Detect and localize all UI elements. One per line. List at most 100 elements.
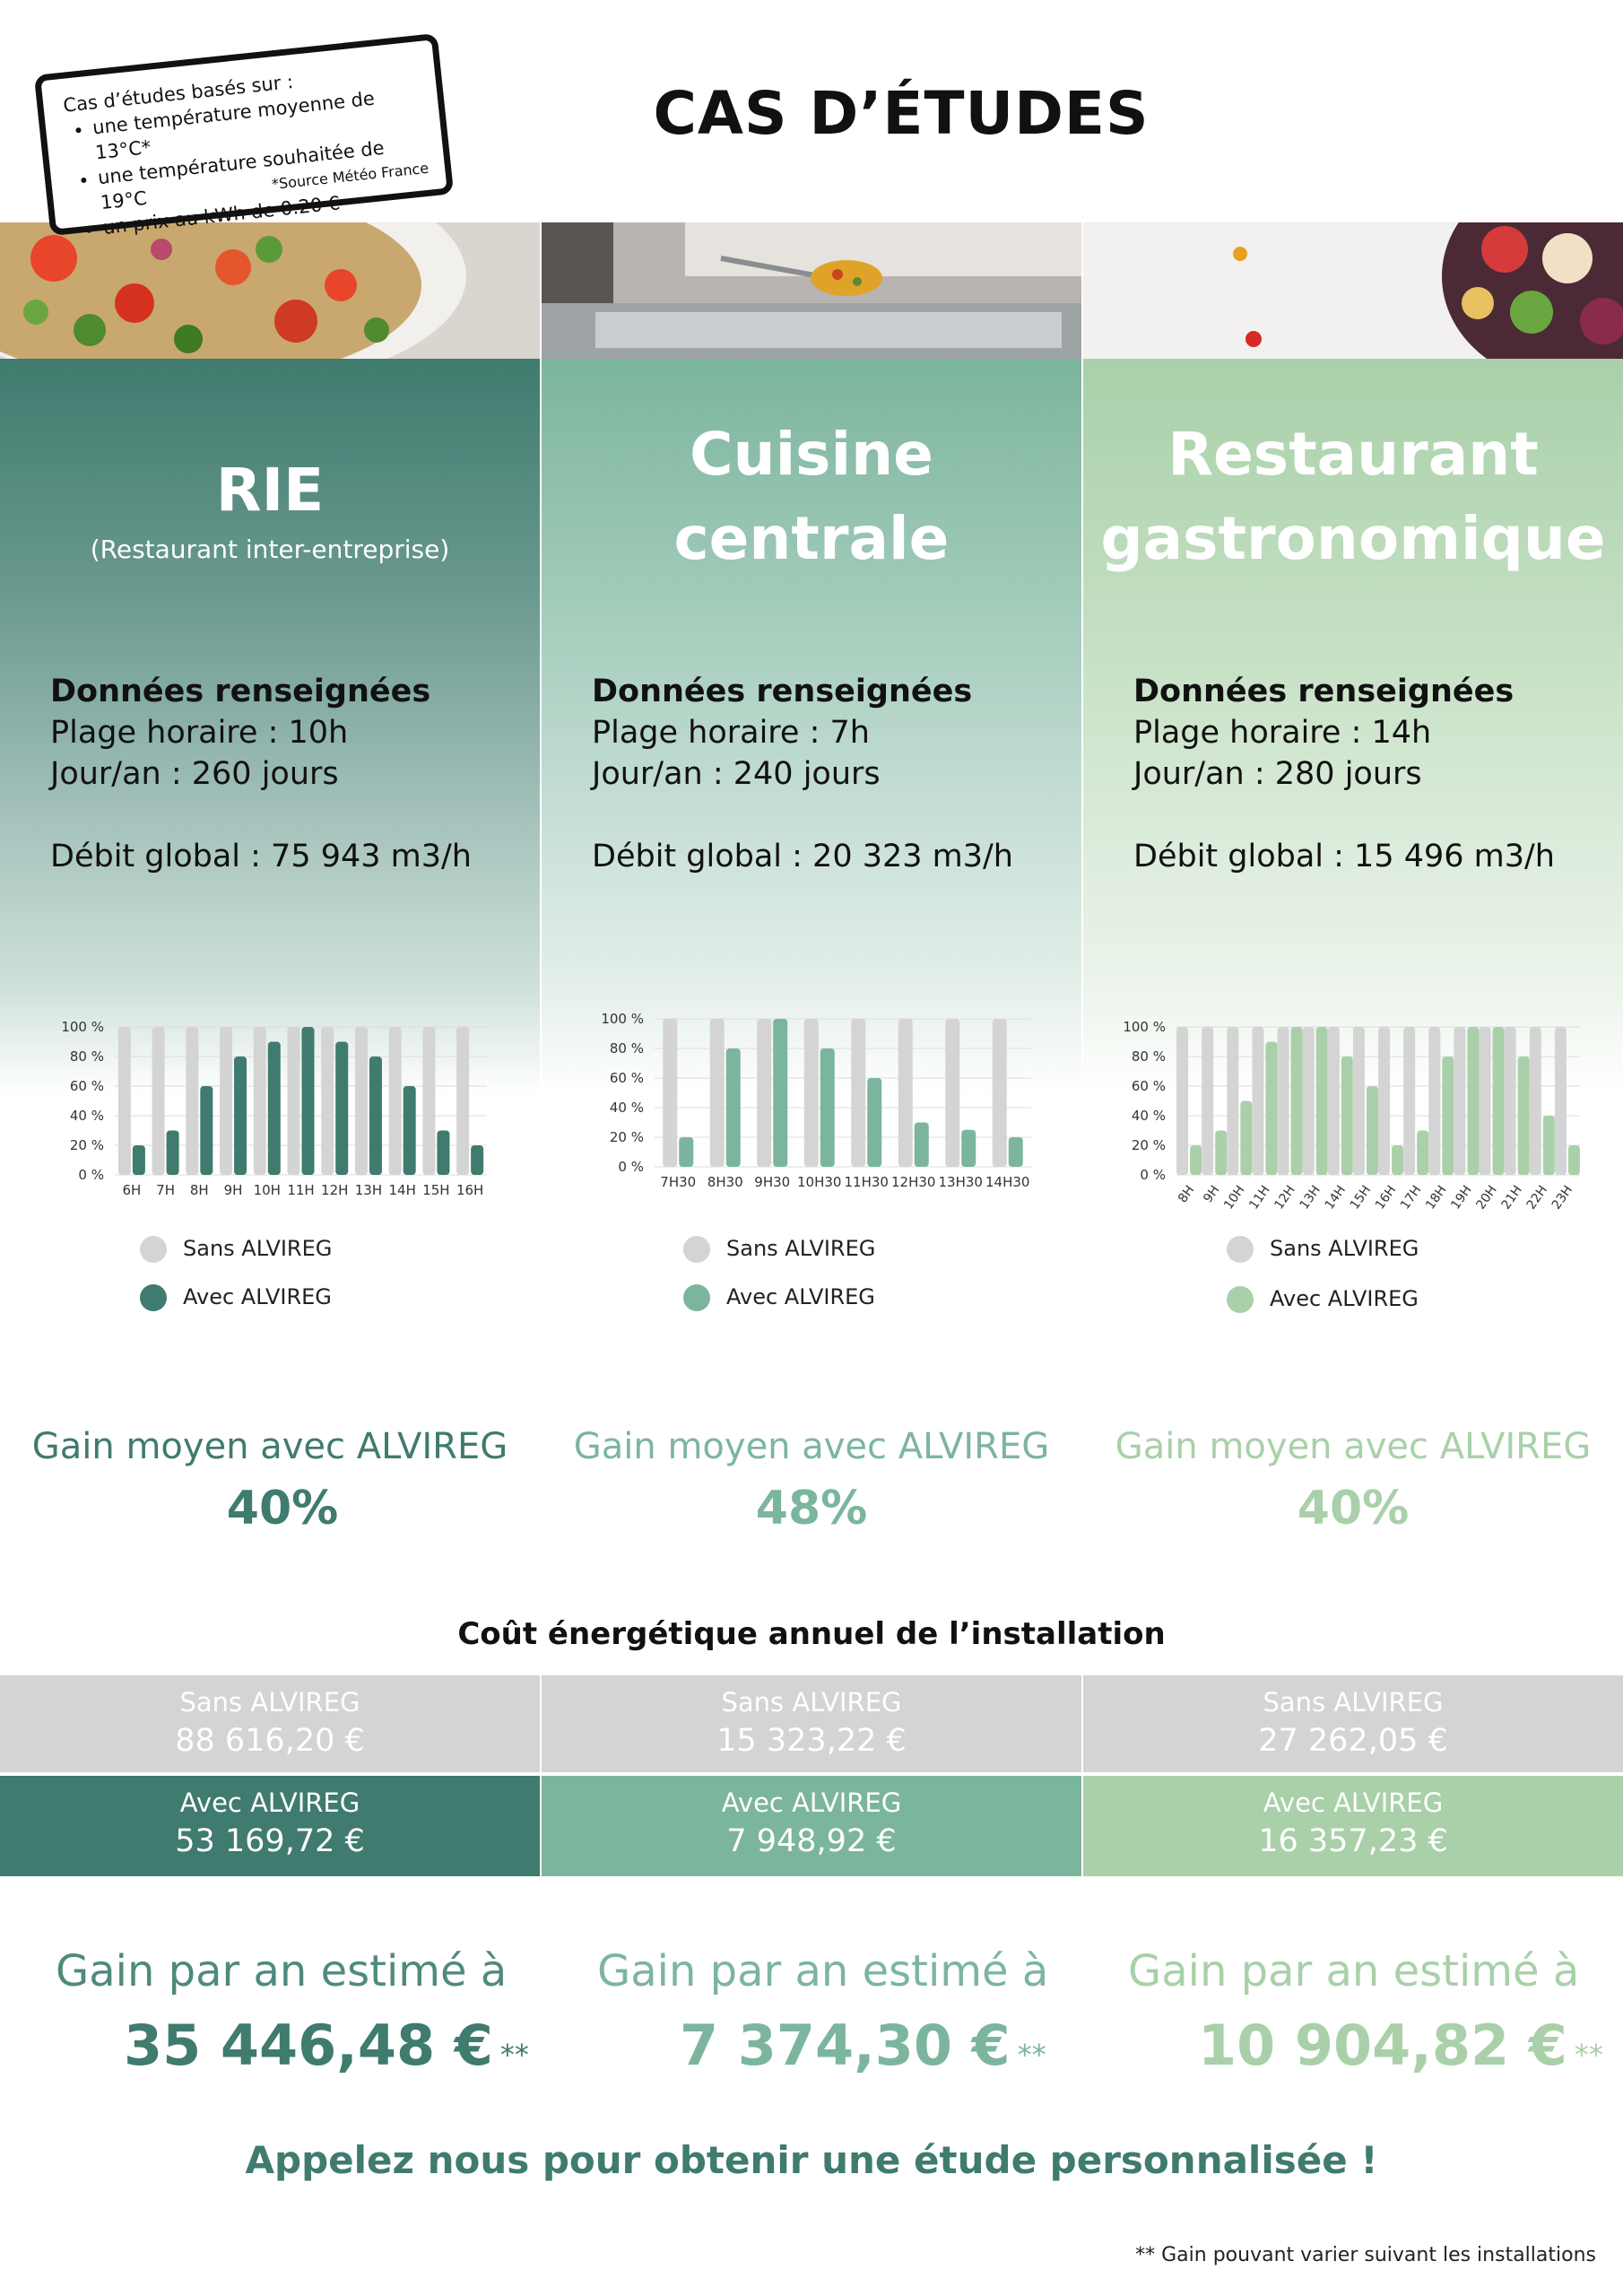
estimate-amount: 7 374,30 € <box>680 2013 1011 2078</box>
x-tick-label: 13H30 <box>939 1174 983 1190</box>
bar-sans <box>1176 1027 1189 1175</box>
cost-label: Avec ALVIREG <box>179 1787 360 1818</box>
y-tick-label: 40 % <box>610 1100 644 1116</box>
x-tick-label: 23H <box>1549 1183 1575 1212</box>
y-tick-label: 80 % <box>70 1048 104 1065</box>
y-tick-label: 60 % <box>70 1078 104 1094</box>
bar-sans <box>1504 1027 1516 1175</box>
bar-avec <box>1492 1027 1505 1175</box>
legend-label: Sans ALVIREG <box>726 1236 876 1261</box>
cost-avec-restaurant: Avec ALVIREG 16 357,23 € <box>1083 1776 1623 1876</box>
y-tick-label: 60 % <box>1132 1078 1166 1094</box>
bar-sans <box>1428 1027 1441 1175</box>
x-tick-label: 15H <box>422 1182 449 1198</box>
estimate-label: Gain par an estimé à <box>597 1946 1049 1996</box>
cost-value: 7 948,92 € <box>726 1823 897 1859</box>
x-tick-label: 9H <box>1201 1183 1222 1205</box>
estimate-label: Gain par an estimé à <box>56 1946 508 1996</box>
legend-label: Avec ALVIREG <box>1270 1286 1419 1311</box>
y-tick-label: 40 % <box>1132 1108 1166 1124</box>
jours-an: Jour/an : 280 jours <box>1133 756 1422 792</box>
x-tick-label: 10H30 <box>797 1174 841 1190</box>
bar-avec <box>961 1129 976 1167</box>
x-tick-label: 10H <box>1221 1183 1247 1212</box>
bar-avec <box>1215 1130 1228 1175</box>
column-title: Restaurant <box>1167 420 1539 489</box>
bar-sans <box>1554 1027 1567 1175</box>
x-tick-label: 16H <box>1373 1183 1399 1212</box>
y-tick-label: 100 % <box>61 1019 104 1035</box>
y-tick-label: 100 % <box>1123 1019 1166 1035</box>
bar-avec <box>301 1027 315 1175</box>
bar-avec <box>403 1086 416 1175</box>
cost-sans-cuisine: Sans ALVIREG 15 323,22 € <box>542 1675 1081 1772</box>
y-tick-label: 80 % <box>610 1040 644 1057</box>
x-tick-label: 19H <box>1448 1183 1474 1212</box>
legend-entry: Sans ALVIREG <box>1227 1236 1419 1263</box>
gain-label: Gain moyen avec ALVIREG <box>31 1426 508 1467</box>
estimate-amount: 10 904,82 € <box>1198 2013 1567 2078</box>
bar-sans <box>1202 1027 1214 1175</box>
bar-avec <box>471 1145 484 1175</box>
column-restaurant-gastronomique: Restaurant gastronomique Données renseig… <box>1083 359 1623 1659</box>
bar-sans <box>422 1027 436 1175</box>
cost-value: 16 357,23 € <box>1258 1823 1448 1859</box>
plage-horaire: Plage horaire : 10h <box>50 715 349 751</box>
data-heading: Données renseignées <box>592 674 973 709</box>
bar-sans <box>117 1027 131 1175</box>
legend-entry: Avec ALVIREG <box>1227 1286 1419 1313</box>
bar-sans <box>287 1027 300 1175</box>
column-rie: RIE (Restaurant inter-entreprise) Donnée… <box>0 359 540 1659</box>
gain-moyen-restaurant: Gain moyen avec ALVIREG 40% <box>1083 1426 1623 1552</box>
bar-avec <box>132 1145 145 1175</box>
cost-value: 27 262,05 € <box>1258 1723 1448 1759</box>
bar-sans <box>186 1027 199 1175</box>
column-title: Cuisine <box>690 420 933 489</box>
salad-photo <box>0 222 540 359</box>
x-tick-label: 13H <box>355 1182 382 1198</box>
bar-sans <box>945 1019 960 1167</box>
x-tick-label: 12H <box>1271 1183 1298 1212</box>
x-tick-label: 8H30 <box>707 1174 743 1190</box>
y-tick-label: 0 % <box>618 1159 644 1175</box>
legend-label: Sans ALVIREG <box>183 1236 333 1261</box>
legend-dot <box>140 1236 167 1263</box>
bar-sans <box>1479 1027 1491 1175</box>
legend-entry: Avec ALVIREG <box>140 1284 332 1311</box>
estimate-label: Gain par an estimé à <box>1128 1946 1580 1996</box>
column-cuisine-centrale: Cuisine centrale Données renseignées Pla… <box>542 359 1081 1659</box>
y-tick-label: 40 % <box>70 1108 104 1124</box>
legend-entry: Avec ALVIREG <box>683 1284 875 1311</box>
chart-cuisine-centrale: 0 % 20 % 40 % 60 % 80 % 100 % 7H30 8H30 9H30 10H3… <box>601 1011 1031 1190</box>
bar-sans <box>388 1027 402 1175</box>
bar-sans <box>253 1027 266 1175</box>
bar-avec <box>1366 1086 1378 1175</box>
bar-avec <box>234 1057 247 1175</box>
x-tick-label: 21H <box>1499 1183 1525 1212</box>
bar-sans <box>992 1019 1007 1167</box>
gain-moyen-cuisine: Gain moyen avec ALVIREG 48% <box>542 1426 1081 1552</box>
estimate-value: 7 374,30 € ** <box>680 2013 1046 2078</box>
y-tick-label: 20 % <box>610 1129 644 1145</box>
bar-avec <box>1467 1027 1480 1175</box>
bar-avec <box>267 1041 281 1175</box>
x-tick-label: 18H <box>1423 1183 1449 1212</box>
gain-label: Gain moyen avec ALVIREG <box>573 1426 1050 1467</box>
x-tick-label: 15H <box>1348 1183 1374 1212</box>
bar-sans <box>1252 1027 1264 1175</box>
legend-entry: Sans ALVIREG <box>683 1236 875 1263</box>
bar-sans <box>1227 1027 1239 1175</box>
bar-avec <box>1008 1137 1023 1167</box>
gain-value: 48% <box>755 1482 868 1535</box>
x-tick-label: 9H <box>224 1182 243 1198</box>
legend-dot <box>683 1284 710 1311</box>
plage-horaire: Plage horaire : 14h <box>1133 715 1432 751</box>
y-tick-label: 20 % <box>70 1137 104 1153</box>
gain-value: 40% <box>226 1482 339 1535</box>
debit-global: Débit global : 20 323 m3/h <box>592 839 1013 874</box>
bar-avec <box>1315 1027 1328 1175</box>
x-tick-label: 7H <box>156 1182 175 1198</box>
cost-avec-cuisine: Avec ALVIREG 7 948,92 € <box>542 1776 1081 1876</box>
bar-sans <box>1277 1027 1289 1175</box>
column-title: RIE <box>215 456 325 525</box>
